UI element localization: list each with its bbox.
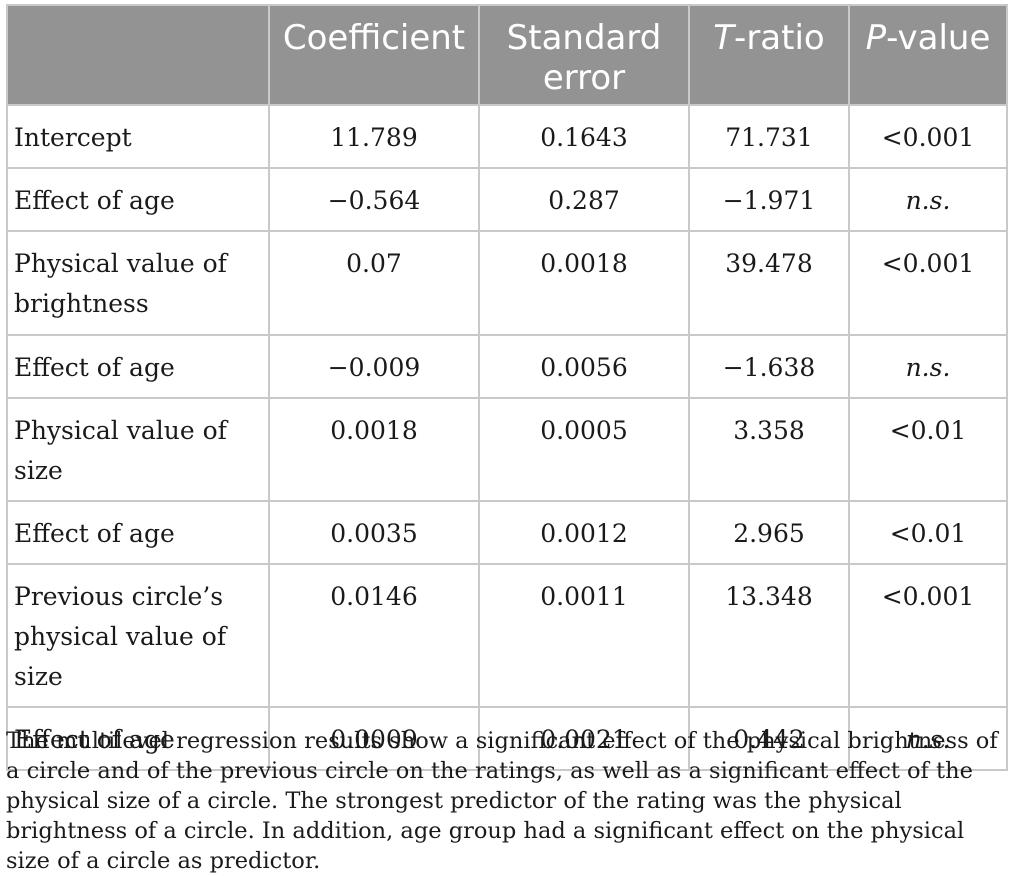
coefficient-cell: 0.0035 <box>268 500 480 565</box>
t-ratio-cell: 71.731 <box>688 104 850 169</box>
row-label: Effect of age <box>6 706 270 771</box>
header-p-value-symbol: P <box>865 18 887 58</box>
table-footnote: The multilevel regression results show a… <box>6 727 998 874</box>
p-value-cell: <0.01 <box>848 397 1008 502</box>
coefficient-cell: 0.0018 <box>268 397 480 502</box>
coefficient-cell: −0.564 <box>268 167 480 232</box>
p-value-cell: n.s. <box>848 167 1008 232</box>
header-p-value-suffix: -value <box>886 18 991 58</box>
header-coefficient: Coefficient <box>268 4 480 106</box>
p-value-cell: <0.001 <box>848 563 1008 708</box>
t-ratio-cell: 39.478 <box>688 230 850 336</box>
standard-error-cell: 0.0056 <box>478 334 690 399</box>
p-value-cell: <0.01 <box>848 500 1008 565</box>
row-label: Effect of age <box>6 334 270 399</box>
coefficient-cell: 0.0146 <box>268 563 480 708</box>
p-value-cell: <0.001 <box>848 230 1008 336</box>
coefficient-cell: 0.0009 <box>268 706 480 771</box>
coefficient-cell: −0.009 <box>268 334 480 399</box>
standard-error-cell: 0.0012 <box>478 500 690 565</box>
regression-table-container: Coefficient Standard error T-ratio P-val… <box>6 4 1008 771</box>
header-standard-error: Standard error <box>478 4 690 106</box>
table-header-row: Coefficient Standard error T-ratio P-val… <box>6 4 1008 106</box>
t-ratio-cell: −1.638 <box>688 334 850 399</box>
t-ratio-cell: 3.358 <box>688 397 850 502</box>
row-label: Physical value of brightness <box>6 230 270 336</box>
standard-error-cell: 0.0018 <box>478 230 690 336</box>
row-label: Effect of age <box>6 167 270 232</box>
header-t-ratio: T-ratio <box>688 4 850 106</box>
standard-error-cell: 0.0005 <box>478 397 690 502</box>
header-stub <box>6 4 270 106</box>
coefficient-cell: 0.07 <box>268 230 480 336</box>
table-row: Effect of age 0.0009 0.0021 0.442 n.s. <box>6 706 1008 771</box>
t-ratio-cell: 0.442 <box>688 706 850 771</box>
standard-error-cell: 0.1643 <box>478 104 690 169</box>
table-row: Effect of age −0.564 0.287 −1.971 n.s. <box>6 167 1008 232</box>
standard-error-cell: 0.0011 <box>478 563 690 708</box>
row-label: Intercept <box>6 104 270 169</box>
row-label: Physical value of size <box>6 397 270 502</box>
header-t-ratio-suffix: -ratio <box>734 18 825 58</box>
standard-error-cell: 0.0021 <box>478 706 690 771</box>
table-row: Effect of age −0.009 0.0056 −1.638 n.s. <box>6 334 1008 399</box>
table-row: Physical value of size 0.0018 0.0005 3.3… <box>6 397 1008 502</box>
row-label: Effect of age <box>6 500 270 565</box>
standard-error-cell: 0.287 <box>478 167 690 232</box>
t-ratio-cell: −1.971 <box>688 167 850 232</box>
t-ratio-cell: 13.348 <box>688 563 850 708</box>
table-row: Effect of age 0.0035 0.0012 2.965 <0.01 <box>6 500 1008 565</box>
table-row: Previous circle’s physical value of size… <box>6 563 1008 708</box>
table-row: Physical value of brightness 0.07 0.0018… <box>6 230 1008 336</box>
table-row: Intercept 11.789 0.1643 71.731 <0.001 <box>6 104 1008 169</box>
p-value-cell: n.s. <box>848 706 1008 771</box>
coefficient-cell: 11.789 <box>268 104 480 169</box>
p-value-cell: n.s. <box>848 334 1008 399</box>
t-ratio-cell: 2.965 <box>688 500 850 565</box>
p-value-cell: <0.001 <box>848 104 1008 169</box>
regression-table: Coefficient Standard error T-ratio P-val… <box>6 4 1008 771</box>
header-p-value: P-value <box>848 4 1008 106</box>
row-label: Previous circle’s physical value of size <box>6 563 270 708</box>
header-t-ratio-symbol: T <box>713 18 735 58</box>
